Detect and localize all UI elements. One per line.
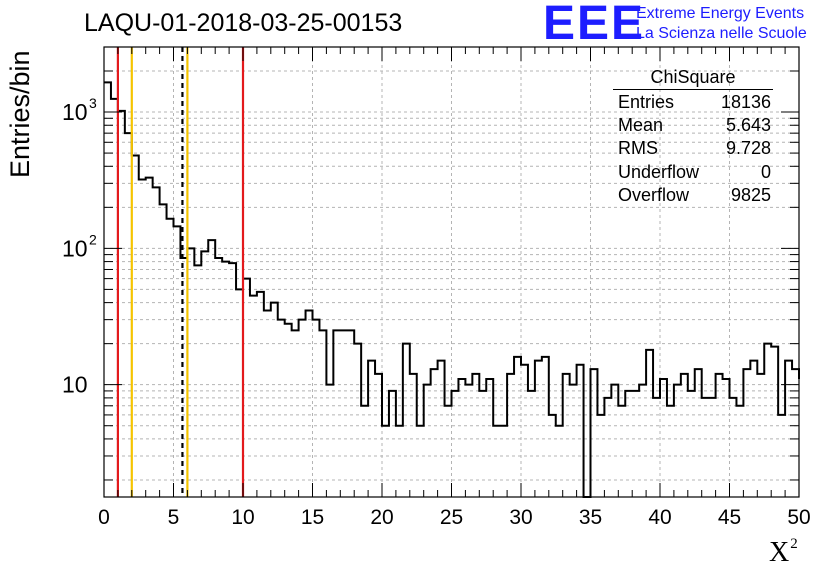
stats-value: 18136 xyxy=(720,92,771,112)
stats-label: Underflow xyxy=(618,161,700,182)
stats-box: ChiSquare Entries 18136 Mean 5.643 RMS 9… xyxy=(613,67,773,207)
stats-value: 9825 xyxy=(730,184,771,205)
x-axis-label-superscript: 2 xyxy=(790,536,798,552)
x-tick-label: 25 xyxy=(440,506,463,529)
y-tick-label: 10 xyxy=(62,372,88,398)
stats-row-mean: Mean 5.643 xyxy=(613,114,773,137)
x-tick-label: 35 xyxy=(579,506,602,529)
y-tick-label-exponent: 2 xyxy=(89,231,97,247)
eee-logo: EEE xyxy=(543,0,646,50)
x-tick-label: 45 xyxy=(718,506,741,529)
y-axis-label: Entries/bin xyxy=(5,50,35,178)
chart-title: LAQU-01-2018-03-25-00153 xyxy=(84,9,403,37)
histogram-series-line xyxy=(104,81,800,498)
x-tick-label: 40 xyxy=(648,506,671,529)
stats-value: 9.728 xyxy=(725,138,771,159)
stats-label: Mean xyxy=(618,115,664,136)
y-tick-label: 10 xyxy=(62,99,88,125)
logo-line-1: Extreme Energy Events xyxy=(636,5,805,22)
x-axis-label-base: X xyxy=(769,537,790,568)
stats-row-overflow: Overflow 9825 xyxy=(613,184,773,207)
stats-value: 5.643 xyxy=(725,115,771,136)
x-tick-label: 5 xyxy=(168,506,180,529)
y-tick-label: 10 xyxy=(62,235,88,261)
x-tick-label: 50 xyxy=(787,506,810,529)
stats-row-rms: RMS 9.728 xyxy=(613,137,773,160)
logo-line-2: La Scienza nelle Scuole xyxy=(636,25,807,42)
stats-label: RMS xyxy=(618,138,658,159)
stats-value: 0 xyxy=(760,161,771,182)
stats-row-underflow: Underflow 0 xyxy=(613,161,773,184)
x-axis-label: X2 xyxy=(769,536,798,569)
x-tick-label: 30 xyxy=(509,506,532,529)
x-tick-label: 0 xyxy=(98,506,110,529)
stats-title: ChiSquare xyxy=(613,67,773,90)
stats-row-entries: Entries 18136 xyxy=(613,91,773,114)
x-tick-label: 10 xyxy=(231,506,254,529)
stats-label: Entries xyxy=(618,92,675,112)
stats-label: Overflow xyxy=(618,184,690,205)
x-tick-label: 15 xyxy=(301,506,324,529)
x-tick-label: 20 xyxy=(370,506,393,529)
y-tick-label-exponent: 3 xyxy=(89,95,97,111)
